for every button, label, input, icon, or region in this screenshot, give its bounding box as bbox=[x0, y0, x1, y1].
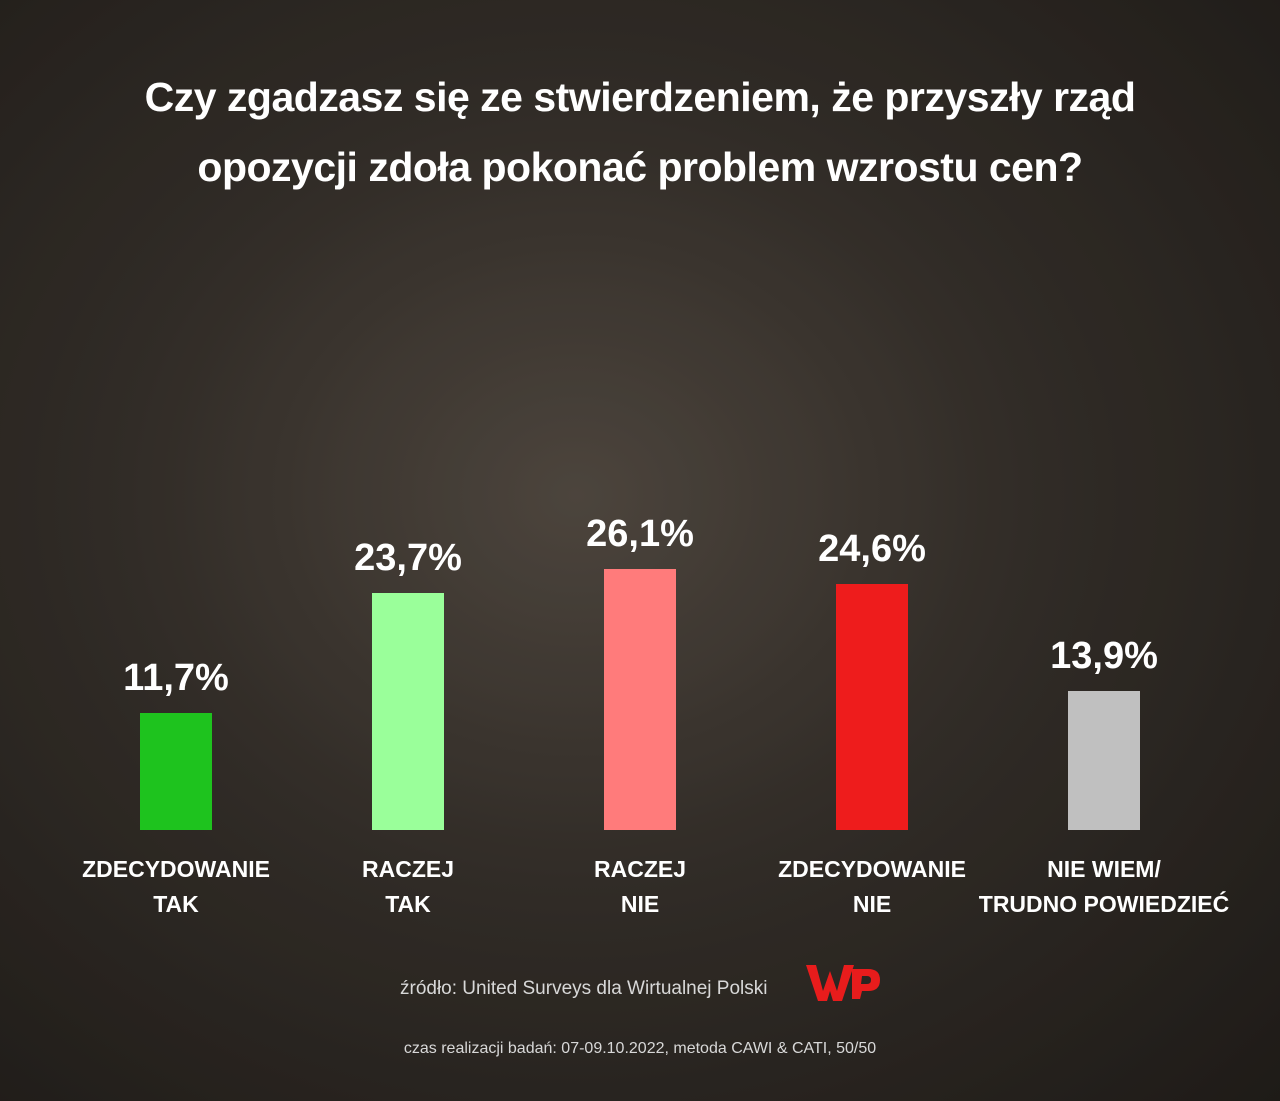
source: źródło: United Surveys dla Wirtualnej Po… bbox=[400, 978, 768, 999]
bar bbox=[604, 569, 676, 830]
category-label: NIE WIEM/ TRUDNO POWIEDZIEĆ bbox=[978, 856, 1230, 917]
value-label: 11,7% bbox=[123, 657, 229, 699]
wp-logo bbox=[806, 965, 880, 1001]
bar bbox=[836, 584, 908, 830]
value-label: 24,6% bbox=[818, 528, 926, 570]
category-label: RACZEJ TAK bbox=[361, 856, 454, 917]
value-label: 13,9% bbox=[1050, 635, 1158, 677]
value-label: 26,1% bbox=[586, 513, 694, 555]
category-label: ZDECYDOWANIE NIE bbox=[778, 856, 966, 917]
bar bbox=[372, 593, 444, 830]
category-label: RACZEJ NIE bbox=[593, 856, 686, 917]
bar bbox=[1068, 691, 1140, 830]
value-label: 23,7% bbox=[354, 537, 462, 579]
note: czas realizacji badań: 07-09.10.2022, me… bbox=[403, 1040, 877, 1057]
bar bbox=[140, 713, 212, 830]
category-label: ZDECYDOWANIE TAK bbox=[82, 856, 270, 917]
chart-title: Czy zgadzasz się ze stwierdzeniem, że pr… bbox=[144, 74, 1136, 190]
